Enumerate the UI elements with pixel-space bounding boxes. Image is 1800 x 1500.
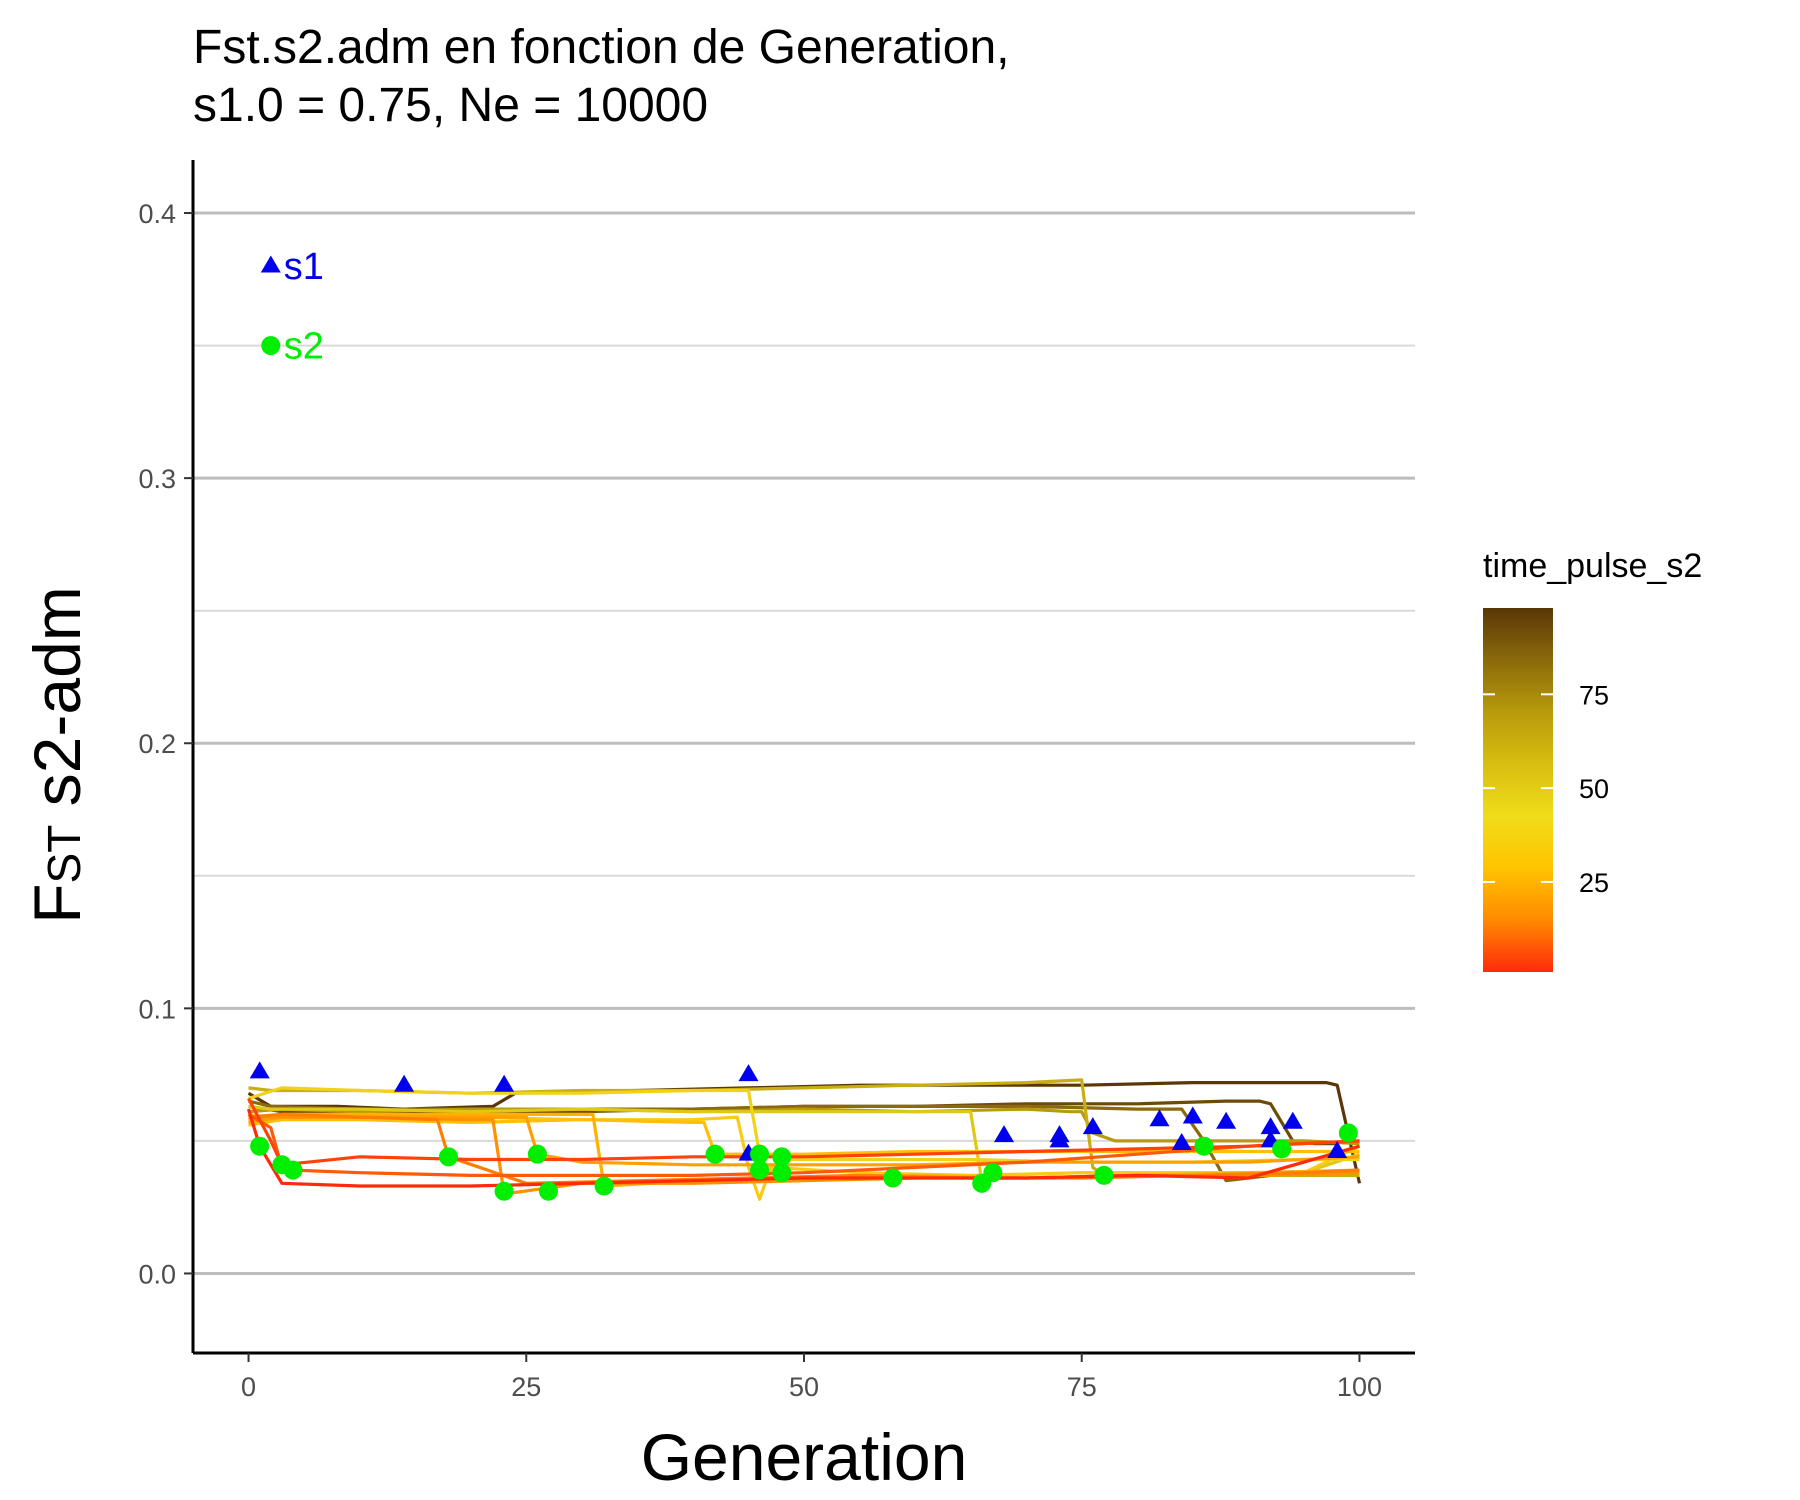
legend-title: time_pulse_s2 (1483, 547, 1702, 585)
s1-marker (1282, 1111, 1303, 1129)
s2-marker (538, 1181, 558, 1201)
x-tick-label: 0 (241, 1372, 256, 1402)
s1-marker (394, 1074, 415, 1092)
s2-marker (705, 1144, 725, 1164)
s2-marker (494, 1181, 514, 1201)
point-markers (249, 1061, 1358, 1201)
y-tick-label: 0.0 (138, 1259, 176, 1289)
series-line (248, 1118, 1360, 1156)
s1-marker (994, 1125, 1014, 1143)
x-axis-ticks: 0 25 50 75 100 (241, 1353, 1382, 1402)
grid-lines (193, 211, 1415, 1275)
y-axis-title-main: F (20, 883, 94, 923)
x-tick-label: 25 (511, 1372, 541, 1402)
y-tick-label: 0.1 (138, 994, 176, 1024)
y-tick-label: 0.3 (138, 464, 176, 494)
s2-marker (750, 1144, 770, 1164)
legend: time_pulse_s2 75 50 25 (1483, 547, 1702, 972)
x-axis-title: Generation (641, 1420, 968, 1494)
annotation-s2-label: s2 (284, 326, 324, 368)
s2-marker (1194, 1136, 1214, 1156)
s1-marker (1149, 1109, 1170, 1127)
svg-text:FST s2-adm: FST s2-adm (20, 586, 94, 924)
chart-subtitle: s1.0 = 0.75, Ne = 10000 (193, 79, 708, 132)
y-axis-title-rest: s2-adm (20, 586, 94, 824)
s2-marker (883, 1168, 903, 1188)
s1-marker (1182, 1106, 1203, 1124)
x-tick-label: 50 (789, 1372, 819, 1402)
s2-marker (983, 1163, 1003, 1183)
y-tick-label: 0.4 (138, 199, 176, 229)
s2-marker (439, 1147, 459, 1167)
s1-marker (738, 1064, 759, 1082)
s1-marker (1216, 1111, 1237, 1129)
s1-marker (1327, 1141, 1348, 1158)
s2-marker (527, 1144, 547, 1164)
s1-marker (249, 1061, 270, 1079)
annotation-s1-marker (260, 255, 281, 273)
series-line (246, 1108, 1360, 1188)
legend-label: 75 (1579, 680, 1609, 710)
y-tick-label: 0.2 (138, 729, 176, 759)
legend-ticks: 75 50 25 (1483, 680, 1609, 898)
x-tick-label: 75 (1067, 1372, 1097, 1402)
s2-marker (283, 1160, 303, 1180)
s2-marker (250, 1136, 270, 1156)
x-tick-label: 100 (1337, 1372, 1382, 1402)
annotation-s2-marker (261, 336, 281, 356)
s2-marker (1272, 1139, 1292, 1159)
marker-annotations: s1 s2 (260, 246, 324, 368)
s2-marker (594, 1176, 614, 1196)
y-axis-title-subscript: ST (38, 825, 90, 884)
s2-marker (772, 1163, 792, 1183)
s1-marker (1082, 1117, 1103, 1135)
legend-label: 25 (1579, 868, 1609, 898)
s2-marker (750, 1160, 770, 1180)
s1-marker (1171, 1133, 1192, 1150)
legend-colorbar (1483, 608, 1553, 972)
chart-title: Fst.s2.adm en fonction de Generation, (193, 21, 1009, 74)
s2-marker (1338, 1123, 1358, 1143)
s1-marker (494, 1074, 515, 1092)
s1-marker (1049, 1125, 1070, 1143)
s2-marker (772, 1147, 792, 1167)
s2-marker (1094, 1165, 1114, 1185)
s1-marker (1260, 1117, 1281, 1135)
y-axis-title: FST s2-adm (20, 586, 94, 924)
y-axis-ticks: 0.0 0.1 0.2 0.3 0.4 (138, 199, 193, 1289)
legend-label: 50 (1579, 774, 1609, 804)
annotation-s1-label: s1 (284, 246, 324, 288)
